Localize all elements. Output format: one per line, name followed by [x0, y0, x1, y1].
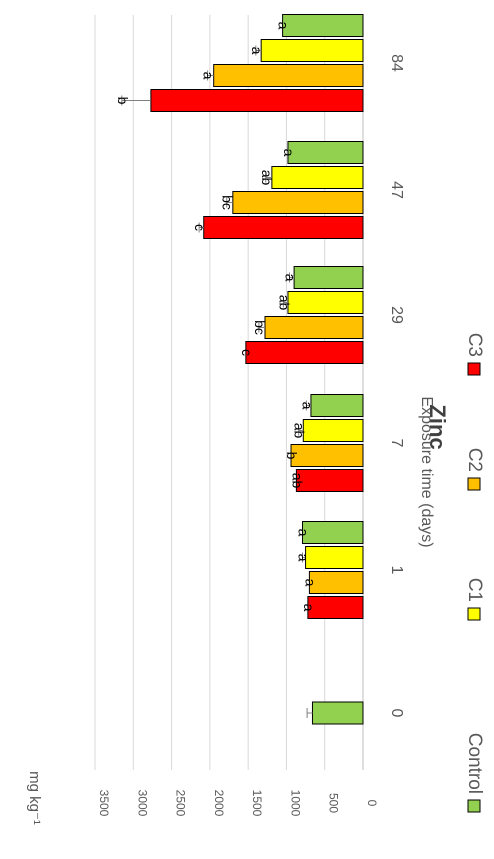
significance-letter: ab — [276, 295, 292, 311]
significance-letter: a — [299, 402, 315, 410]
legend-label: Control — [464, 733, 485, 794]
x-tick-label: 47 — [388, 181, 405, 199]
x-tick-label: 84 — [388, 54, 405, 72]
bar — [293, 266, 364, 289]
y-tick-label: 1000 — [288, 790, 302, 817]
significance-letter: b — [115, 97, 131, 105]
bar — [287, 291, 364, 314]
legend-swatch — [467, 607, 481, 621]
bar — [213, 64, 364, 87]
y-tick-label: 3500 — [97, 790, 111, 817]
significance-letter: a — [249, 47, 265, 55]
x-axis-title: Exposure time (days) — [418, 396, 435, 547]
bar — [302, 521, 364, 544]
y-tick-label: 0 — [365, 800, 379, 807]
y-tick-label: 1500 — [250, 790, 264, 817]
significance-letter: a — [302, 579, 318, 587]
bar — [305, 546, 364, 569]
chart-title: Zinc — [425, 404, 450, 449]
bar — [232, 191, 364, 214]
bar — [307, 596, 364, 619]
bar — [308, 571, 364, 594]
x-tick-label: 0 — [388, 709, 405, 718]
bar — [245, 341, 364, 364]
bar — [282, 14, 364, 37]
significance-letter: a — [296, 529, 312, 537]
legend: Control C1 C2 C3 — [464, 333, 485, 813]
significance-letter: b — [284, 452, 300, 460]
y-tick-label: 500 — [327, 793, 341, 813]
bar — [271, 166, 364, 189]
significance-letter: ab — [292, 423, 308, 439]
legend-swatch — [467, 477, 481, 491]
bar — [302, 419, 364, 442]
bar-group — [121, 14, 364, 725]
legend-label: C3 — [464, 333, 485, 357]
y-tick-label: 2000 — [212, 790, 226, 817]
significance-letter: a — [301, 604, 317, 612]
legend-label: C1 — [464, 578, 485, 602]
bar — [295, 469, 364, 492]
significance-letter: a — [296, 554, 312, 562]
bar — [290, 444, 364, 467]
significance-letter: a — [276, 22, 292, 30]
bar — [203, 216, 364, 239]
significance-letter: a — [282, 274, 298, 282]
significance-letter: c — [192, 224, 208, 231]
x-tick-label: 1 — [388, 566, 405, 575]
legend-swatch — [467, 799, 481, 813]
bar — [311, 701, 364, 725]
legend-swatch — [467, 362, 481, 376]
significance-letter: c — [239, 349, 255, 356]
bar — [287, 141, 364, 164]
y-tick-label: 3000 — [135, 790, 149, 817]
significance-letter: bc — [220, 195, 236, 210]
significance-letter: bc — [252, 320, 268, 335]
bar — [264, 316, 364, 339]
x-tick-label: 29 — [388, 306, 405, 324]
legend-label: C2 — [464, 448, 485, 472]
significance-letter: a — [201, 72, 217, 80]
bar — [150, 89, 364, 112]
bar — [260, 39, 364, 62]
x-tick-label: 7 — [388, 439, 405, 448]
gridlines — [94, 15, 364, 770]
y-tick-label: 2500 — [174, 790, 188, 817]
bar — [310, 394, 364, 417]
significance-letter: ab — [289, 473, 305, 489]
significance-letter: ab — [259, 170, 275, 186]
significance-letter: a — [281, 149, 297, 157]
y-axis-title: mg kg⁻¹ — [26, 771, 43, 825]
label-group: 0 500 1000 1500 2000 2500 3000 3500 0 1 7 29 47 84 a a a… — [97, 22, 405, 817]
